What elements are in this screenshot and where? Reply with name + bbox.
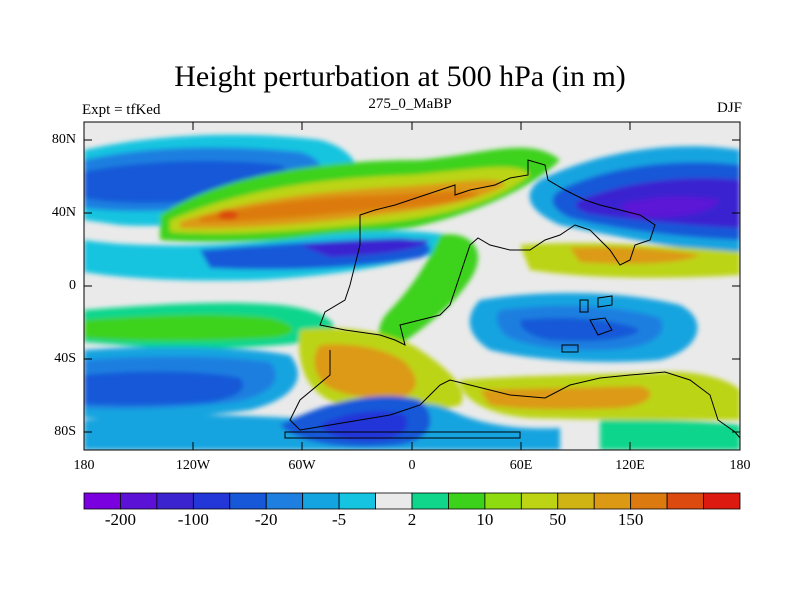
contour-field bbox=[84, 122, 740, 450]
colorbar-swatch bbox=[666, 492, 704, 510]
season-label: DJF bbox=[716, 100, 742, 116]
colorbar-swatch bbox=[593, 492, 632, 510]
x-tick-label: 0 bbox=[408, 458, 416, 473]
experiment-label: Expt = tfKed bbox=[82, 102, 161, 118]
x-tick-label: 180 bbox=[73, 458, 95, 473]
coastline bbox=[284, 159, 740, 439]
colorbar-swatch bbox=[83, 492, 121, 510]
colorbar-swatch bbox=[375, 492, 413, 510]
x-tick-label: 120W bbox=[175, 458, 211, 473]
colorbar-swatch bbox=[484, 492, 522, 510]
colorbar bbox=[83, 492, 741, 510]
colorbar-label: 2 bbox=[407, 510, 417, 529]
colorbar-label: 150 bbox=[617, 510, 644, 529]
axis-ticks bbox=[84, 122, 740, 450]
colorbar-swatch bbox=[265, 492, 304, 510]
colorbar-swatch bbox=[192, 492, 231, 510]
colorbar-label: 10 bbox=[476, 510, 494, 529]
x-tick-label: 60E bbox=[509, 458, 533, 473]
colorbar-swatch bbox=[411, 492, 449, 510]
y-tick-label: 80N bbox=[51, 132, 76, 147]
colorbar-label: -200 bbox=[104, 510, 137, 529]
colorbar-swatch bbox=[338, 492, 376, 510]
colorbar-swatch bbox=[120, 492, 158, 510]
colorbar-swatch bbox=[156, 492, 194, 510]
chart-title: Height perturbation at 500 hPa (in m) bbox=[174, 60, 626, 93]
x-tick-label: 120E bbox=[615, 458, 645, 473]
colorbar-swatch bbox=[630, 492, 668, 510]
colorbar-swatch bbox=[557, 492, 595, 510]
colorbar-swatch bbox=[520, 492, 559, 510]
y-tick-label: 80S bbox=[54, 424, 76, 439]
colorbar-swatch bbox=[302, 492, 340, 510]
colorbar-swatch bbox=[229, 492, 267, 510]
colorbar-label: 50 bbox=[549, 510, 567, 529]
x-tick-label: 180 bbox=[729, 458, 751, 473]
y-tick-label: 0 bbox=[69, 278, 76, 293]
y-tick-label: 40N bbox=[51, 205, 76, 220]
y-tick-label: 40S bbox=[54, 351, 76, 366]
colorbar-label: -100 bbox=[177, 510, 209, 529]
colorbar-label: -5 bbox=[332, 510, 347, 529]
period-label: 275_0_MaBP bbox=[368, 96, 452, 112]
x-tick-label: 60W bbox=[288, 458, 316, 473]
colorbar-swatch bbox=[703, 492, 741, 510]
colorbar-label: -20 bbox=[254, 510, 278, 529]
colorbar-swatch bbox=[448, 492, 486, 510]
